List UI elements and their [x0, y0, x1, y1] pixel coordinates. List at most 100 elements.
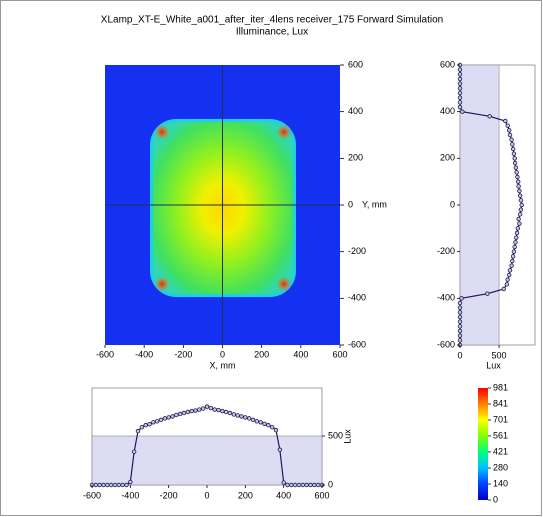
profile-point: [158, 417, 164, 423]
profile-point: [185, 409, 191, 415]
profile-point: [512, 160, 518, 166]
profile-point: [512, 156, 517, 161]
profile-point: [97, 482, 102, 488]
profile-point: [281, 480, 286, 485]
profile-point: [507, 268, 513, 273]
colorbar-label: 981: [493, 382, 508, 392]
profile-point: [511, 249, 517, 254]
y-tick-label: -200: [348, 246, 366, 256]
profile-point: [515, 174, 520, 180]
x-tick-label: 0: [204, 490, 209, 500]
profile-point: [457, 104, 463, 110]
profile-point: [515, 226, 521, 231]
profile-point: [457, 328, 463, 334]
profile-point: [174, 412, 179, 418]
profile-point: [101, 482, 106, 488]
profile-point: [507, 128, 512, 133]
profile-point: [231, 412, 237, 417]
profile-point: [154, 419, 160, 424]
x-tick-label: -600: [96, 349, 114, 359]
profile-point: [509, 263, 514, 268]
profile-point: [289, 482, 294, 488]
profile-point: [266, 423, 271, 428]
heatmap-hotspot: [276, 124, 292, 140]
colorbar-label: 0: [493, 494, 498, 504]
profile-point: [457, 314, 463, 320]
profile-point: [139, 424, 145, 430]
profile-point: [507, 272, 512, 278]
colorbar-label: 140: [493, 478, 508, 488]
profile-point: [516, 179, 521, 184]
profile-point: [457, 95, 463, 100]
x-tick-label: 600: [332, 349, 347, 359]
profile-point: [135, 428, 141, 434]
profile-point: [208, 405, 214, 411]
profile-point: [457, 86, 463, 91]
profile-point: [457, 310, 463, 315]
profile-point: [517, 221, 522, 226]
profile-point: [460, 109, 465, 114]
heatmap-hotspot: [154, 276, 170, 292]
y-tick-label: 0: [450, 199, 455, 209]
profile-point: [457, 100, 463, 105]
profile-point: [504, 282, 510, 287]
profile-point: [510, 258, 515, 264]
y-tick-label: -400: [437, 293, 455, 303]
colorbar-label: 701: [493, 414, 508, 424]
profile-point: [510, 254, 516, 259]
profile-point: [147, 422, 152, 427]
profile-point: [112, 482, 118, 488]
profile-point: [457, 319, 463, 324]
profile-point: [312, 482, 317, 488]
profile-point: [246, 416, 252, 421]
profile-point: [151, 420, 156, 425]
profile-point: [514, 170, 519, 175]
profile-point: [457, 90, 463, 96]
colorbar-label: 841: [493, 398, 508, 408]
profile-point: [503, 118, 508, 124]
profile-point: [457, 324, 463, 329]
profile-point: [510, 146, 516, 152]
profile-point: [227, 410, 233, 416]
title: XLamp_XT-E_White_a001_after_iter_4lens r…: [101, 15, 443, 26]
profile-point: [457, 67, 463, 72]
y-axis-label: Y, mm: [362, 199, 387, 209]
profile-point: [517, 212, 523, 217]
profile-point: [258, 420, 263, 425]
heatmap-hotspot: [276, 276, 292, 292]
y-tick-label: -200: [437, 246, 455, 256]
profile-point: [296, 482, 302, 488]
y-tick-label: 600: [348, 59, 363, 69]
colorbar-label: 421: [493, 446, 508, 456]
profile-point: [177, 411, 183, 417]
profile-point: [459, 296, 464, 301]
profile-point: [505, 277, 510, 282]
colorbar-label: 280: [493, 462, 508, 472]
profile-point: [223, 409, 229, 415]
profile-point: [285, 482, 290, 488]
x-tick-label: 0: [457, 350, 462, 360]
heatmap-hotspot: [154, 124, 170, 140]
x-tick-label: 500: [492, 350, 507, 360]
profile-point: [239, 414, 244, 419]
profile-point: [518, 207, 524, 212]
profile-point: [235, 413, 240, 418]
y-tick-label: -600: [348, 339, 366, 349]
profile-point: [516, 216, 521, 222]
profile-point: [513, 240, 518, 245]
x-tick-label: -200: [174, 349, 192, 359]
profile-point: [315, 482, 321, 488]
profile-point: [487, 114, 492, 119]
profile-point: [457, 72, 463, 77]
x-tick-label: 0: [220, 349, 225, 359]
profile-point: [510, 142, 515, 147]
y-tick-label: 0: [348, 199, 353, 209]
y-tick-label: 500: [328, 430, 343, 440]
profile-point: [485, 291, 490, 296]
profile-point: [304, 482, 309, 488]
profile-point: [457, 305, 463, 310]
y-tick-label: -600: [437, 339, 455, 349]
profile-point: [519, 202, 524, 208]
x-tick-label: 200: [238, 490, 253, 500]
x-tick-label: -600: [83, 490, 101, 500]
